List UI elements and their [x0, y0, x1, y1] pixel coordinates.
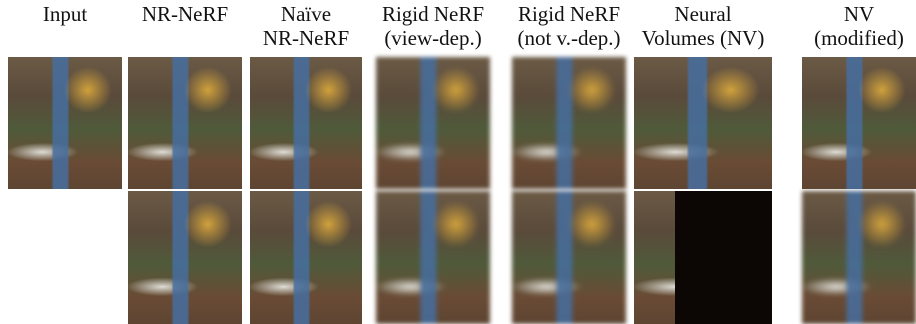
image-top: [250, 57, 362, 189]
header-line: (modified): [779, 26, 916, 50]
column-header: NV(modified): [779, 2, 916, 50]
image-bottom: [634, 191, 772, 324]
image-bottom: [250, 191, 362, 324]
header-line: NV: [779, 2, 916, 26]
image-top: [128, 57, 242, 189]
image-bottom: [512, 191, 626, 324]
image-top: [802, 57, 916, 189]
image-top: [512, 57, 626, 189]
image-bottom: [376, 191, 490, 324]
image-top: [8, 57, 122, 189]
image-bottom: [128, 191, 242, 324]
image-top: [634, 57, 772, 189]
image-bottom: [802, 191, 916, 324]
header-line: Neural: [623, 2, 783, 26]
figure: InputNR-NeRFNaïveNR-NeRFRigid NeRF(view-…: [0, 0, 916, 324]
header-line: Volumes (NV): [623, 26, 783, 50]
image-top: [376, 57, 490, 189]
